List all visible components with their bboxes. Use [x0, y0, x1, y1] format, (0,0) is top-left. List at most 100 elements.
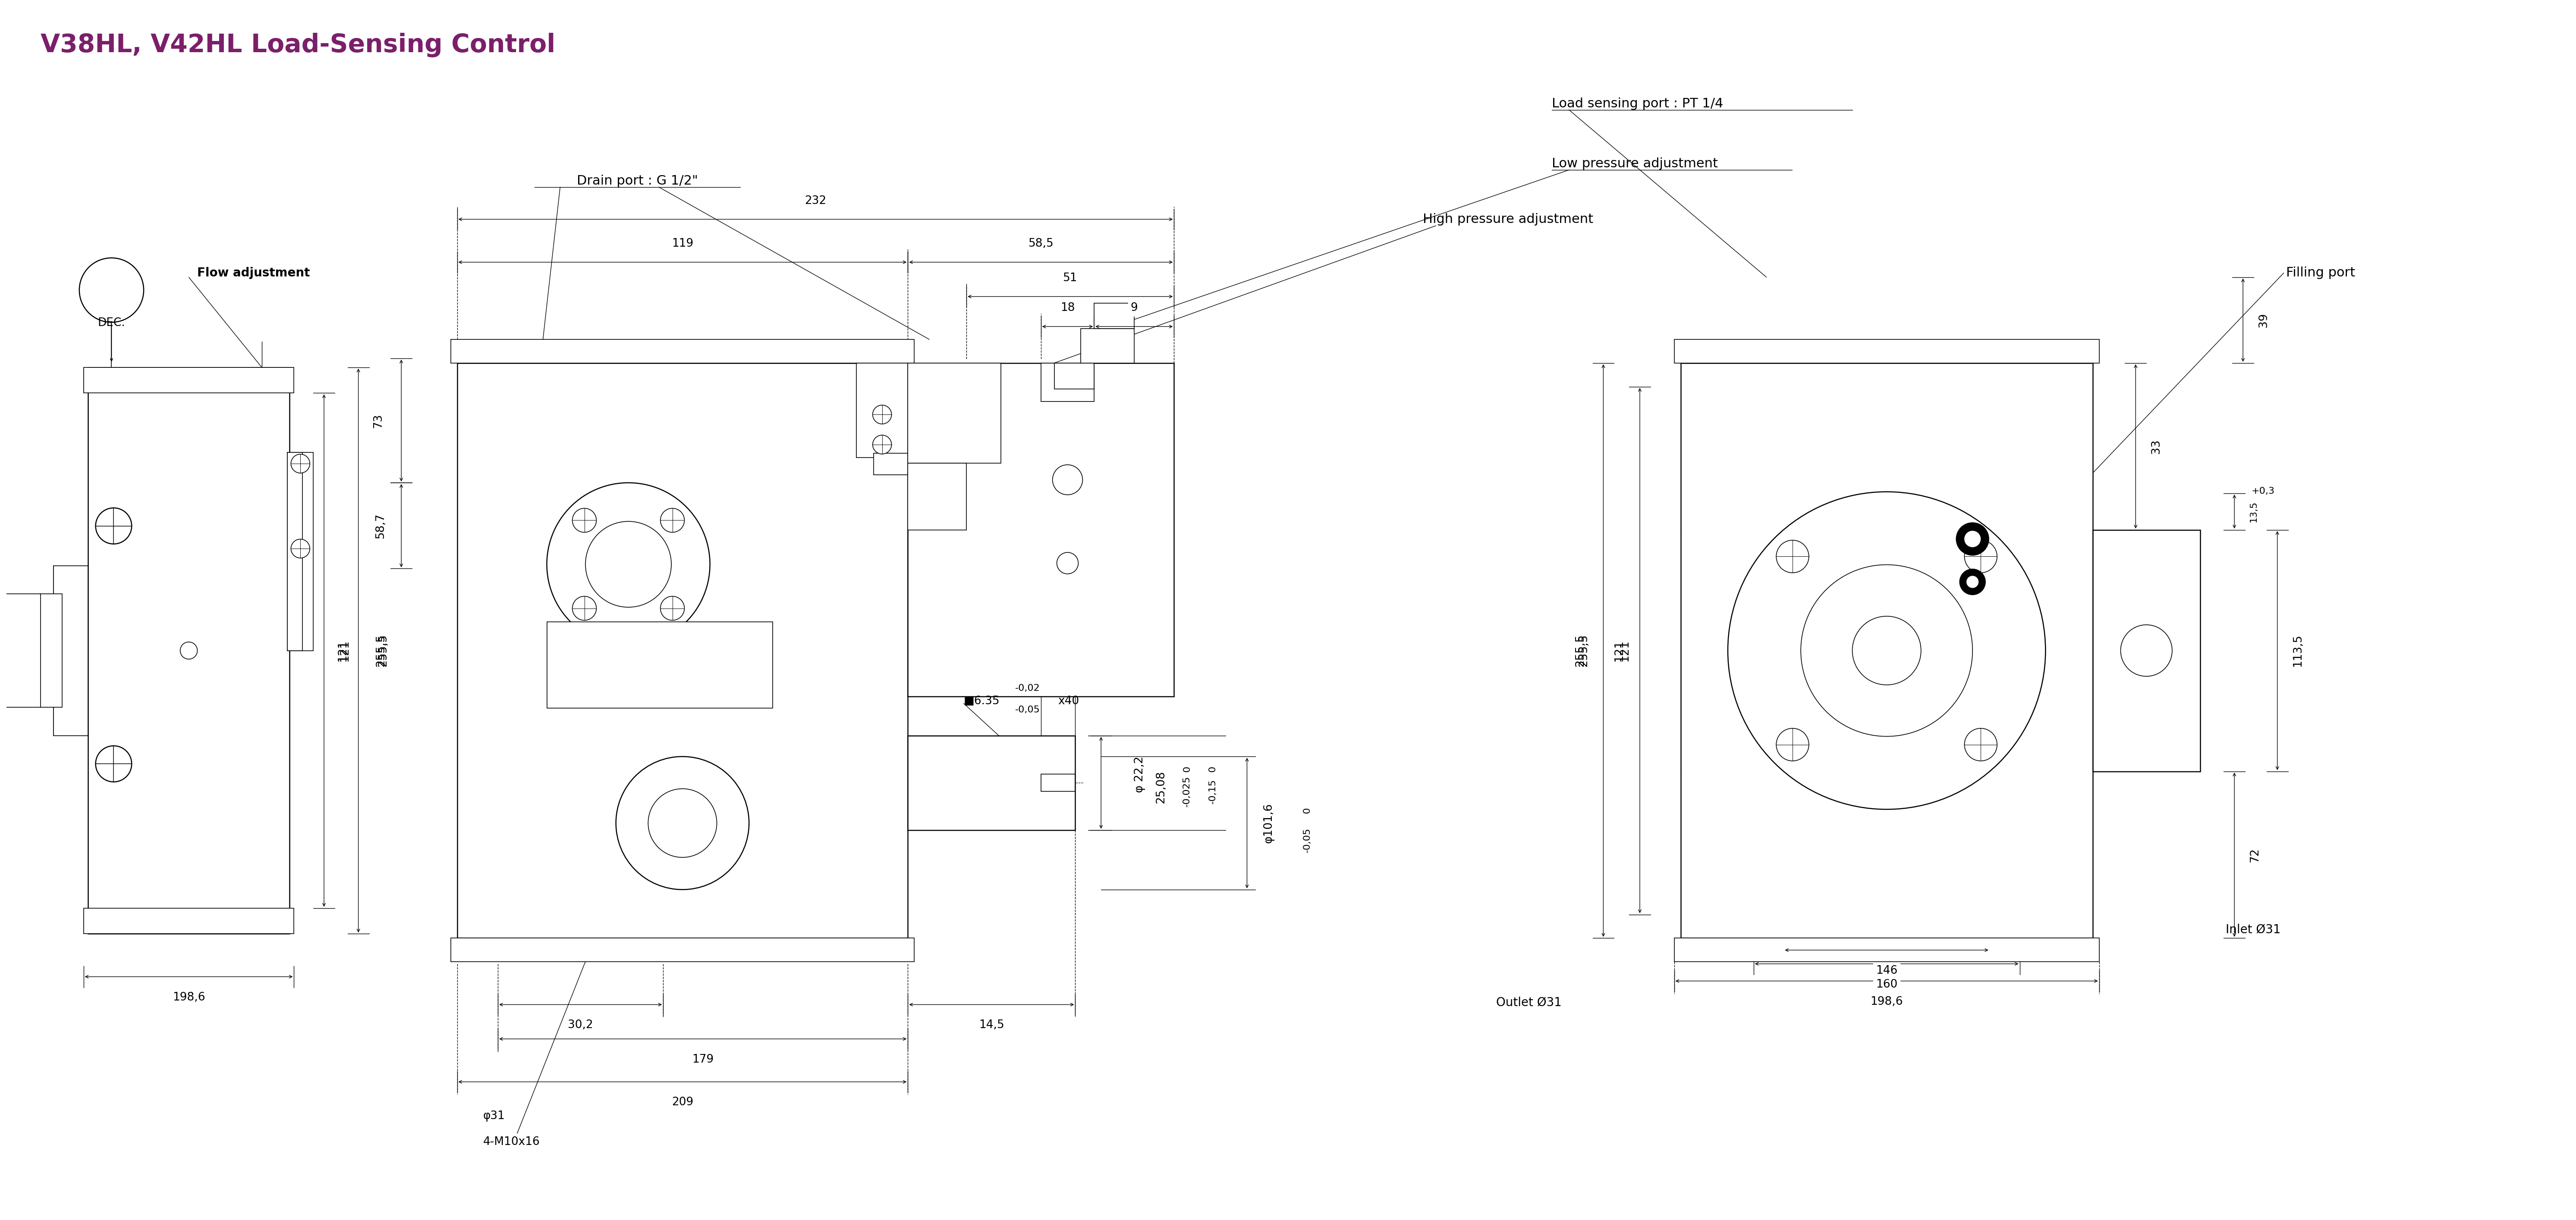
Bar: [54, 566, 88, 736]
Circle shape: [1965, 576, 1978, 588]
Text: 18: 18: [1061, 303, 1074, 314]
Text: 51: 51: [1064, 272, 1077, 283]
Circle shape: [1056, 553, 1079, 573]
Text: 198,6: 198,6: [173, 992, 206, 1003]
Circle shape: [649, 789, 716, 858]
Text: φ 22,2: φ 22,2: [1133, 756, 1146, 793]
Text: 121: 121: [337, 639, 348, 661]
Bar: [82, 367, 294, 393]
Circle shape: [572, 597, 598, 620]
Text: 39: 39: [2259, 312, 2269, 327]
Bar: [907, 364, 1002, 464]
Circle shape: [180, 642, 198, 659]
Text: 113,5: 113,5: [2293, 634, 2303, 667]
Circle shape: [1852, 616, 1922, 684]
Text: Filling port: Filling port: [2285, 267, 2354, 279]
Text: 209: 209: [672, 1097, 693, 1108]
Text: 255,5: 255,5: [379, 634, 389, 667]
Text: 72: 72: [2249, 848, 2262, 861]
Circle shape: [2120, 625, 2172, 676]
Text: 119: 119: [672, 238, 693, 249]
Text: φ101,6: φ101,6: [1262, 803, 1275, 843]
Text: 0: 0: [1208, 766, 1216, 772]
Text: 73: 73: [374, 414, 384, 428]
Text: ■6.35: ■6.35: [963, 695, 999, 706]
Text: High pressure adjustment: High pressure adjustment: [1422, 214, 1595, 226]
Text: 58,7: 58,7: [376, 512, 386, 538]
Bar: [1082, 328, 1133, 364]
Text: 13,5: 13,5: [2249, 501, 2259, 522]
Circle shape: [95, 508, 131, 544]
Circle shape: [659, 597, 685, 620]
Circle shape: [1777, 728, 1808, 761]
Circle shape: [616, 756, 750, 889]
Text: V38HL, V42HL Load-Sensing Control: V38HL, V42HL Load-Sensing Control: [41, 33, 556, 57]
Bar: [456, 364, 907, 938]
Circle shape: [80, 257, 144, 322]
Text: 9: 9: [1131, 303, 1139, 314]
Text: 121: 121: [340, 639, 350, 661]
Text: 121: 121: [1613, 639, 1625, 661]
Text: 146: 146: [1875, 965, 1899, 976]
Text: 14,5: 14,5: [979, 1020, 1005, 1031]
Bar: [546, 622, 773, 708]
Circle shape: [291, 539, 309, 558]
Text: Inlet Ø31: Inlet Ø31: [2226, 924, 2280, 936]
Circle shape: [1054, 465, 1082, 495]
Text: 4-M10x16: 4-M10x16: [482, 1136, 541, 1148]
Circle shape: [659, 509, 685, 532]
Bar: [1095, 303, 1133, 328]
Text: -0,02: -0,02: [1015, 684, 1041, 693]
Bar: [1674, 938, 2099, 961]
Text: 255,5: 255,5: [376, 634, 386, 667]
Text: 33: 33: [2151, 439, 2161, 454]
Text: x40: x40: [1059, 695, 1079, 706]
Text: DEC.: DEC.: [98, 317, 126, 328]
Bar: [88, 367, 289, 933]
Text: -0,15: -0,15: [1208, 778, 1216, 804]
Bar: [907, 464, 966, 529]
Bar: [855, 364, 907, 458]
Bar: [451, 339, 914, 364]
Bar: [873, 453, 907, 475]
Circle shape: [95, 745, 131, 782]
Text: 160: 160: [1875, 978, 1899, 991]
Text: +0,3: +0,3: [2251, 487, 2275, 495]
Bar: [289, 453, 314, 650]
Circle shape: [1777, 540, 1808, 573]
Circle shape: [1955, 522, 1989, 555]
Bar: [451, 938, 914, 961]
Circle shape: [1965, 728, 1996, 761]
Text: 30,2: 30,2: [567, 1020, 592, 1031]
Bar: [82, 908, 294, 933]
Text: Drain port : G 1/2": Drain port : G 1/2": [577, 174, 698, 187]
Text: Outlet Ø31: Outlet Ø31: [1497, 997, 1561, 1009]
Bar: [1041, 775, 1074, 792]
Text: Flow adjustment: Flow adjustment: [198, 267, 309, 279]
Circle shape: [585, 521, 672, 608]
Circle shape: [1963, 531, 1981, 548]
Text: 0: 0: [1182, 766, 1190, 772]
Bar: [1674, 339, 2099, 364]
Text: 121: 121: [1620, 639, 1631, 661]
Text: 25,08: 25,08: [1157, 771, 1167, 804]
Text: φ31: φ31: [482, 1110, 505, 1121]
Circle shape: [1728, 492, 2045, 809]
Text: -0,05: -0,05: [1015, 705, 1041, 714]
Circle shape: [873, 436, 891, 454]
Text: 0: 0: [1303, 808, 1311, 814]
Text: -0,05: -0,05: [1303, 827, 1311, 853]
Text: 58,5: 58,5: [1028, 238, 1054, 249]
Bar: [2092, 529, 2200, 771]
Circle shape: [1801, 565, 1973, 737]
Bar: [41, 594, 62, 708]
Circle shape: [572, 509, 598, 532]
Bar: [907, 364, 1175, 697]
Text: -0,025: -0,025: [1182, 776, 1190, 806]
Text: Low pressure adjustment: Low pressure adjustment: [1551, 157, 1718, 170]
Bar: [289, 453, 301, 650]
Text: Load sensing port : PT 1/4: Load sensing port : PT 1/4: [1551, 98, 1723, 110]
Circle shape: [1965, 540, 1996, 573]
Bar: [1680, 364, 2092, 938]
Bar: [907, 736, 1074, 830]
